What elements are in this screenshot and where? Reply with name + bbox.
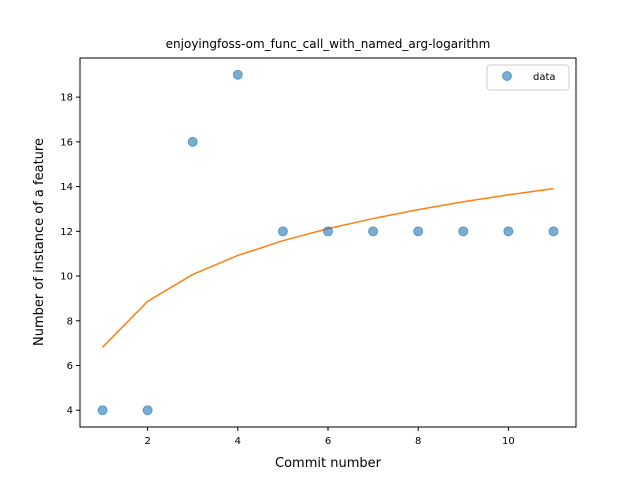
y-tick-label: 4	[67, 406, 73, 417]
data-point	[368, 226, 379, 237]
data-point	[323, 226, 333, 237]
y-axis: 4 6 8 10 12 14 16 18	[60, 93, 80, 417]
y-tick-label: 6	[67, 361, 73, 372]
data-point	[413, 226, 424, 237]
x-tick-label: 6	[325, 436, 331, 447]
data-point	[232, 69, 243, 80]
x-axis: 2 4 6 8 10	[144, 427, 515, 447]
data-point	[458, 226, 469, 237]
x-tick-label: 8	[415, 436, 421, 447]
y-tick-label: 10	[60, 272, 73, 283]
legend-marker-data	[502, 71, 512, 81]
y-tick-label: 12	[60, 227, 73, 238]
x-tick-label: 10	[502, 436, 515, 447]
x-tick-label: 2	[144, 436, 150, 447]
data-point	[142, 405, 153, 416]
legend-box	[486, 64, 570, 91]
data-point	[277, 226, 288, 237]
data-point	[503, 226, 514, 237]
x-tick-label: 4	[235, 436, 241, 447]
plot-area	[97, 69, 559, 416]
legend: data	[486, 64, 570, 91]
y-tick-label: 16	[60, 137, 73, 148]
legend-label-data: data	[533, 72, 556, 83]
y-axis-label: Number of instance of a feature	[32, 138, 47, 346]
y-tick-label: 18	[60, 93, 73, 104]
y-tick-label: 14	[60, 182, 73, 193]
chart-title: enjoyingfoss-om_func_call_with_named_arg…	[166, 37, 491, 51]
x-axis-label: Commit number	[275, 456, 382, 471]
data-point	[548, 226, 559, 237]
data-point	[97, 405, 108, 416]
y-tick-label: 8	[67, 316, 73, 327]
data-point	[187, 136, 198, 147]
